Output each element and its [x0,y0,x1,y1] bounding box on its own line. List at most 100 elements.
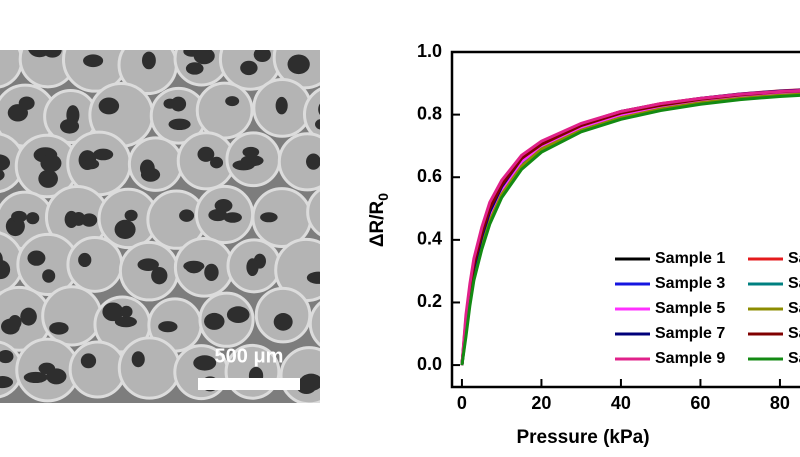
sem-pore [0,259,11,280]
legend-label: Sample 2 [788,250,800,267]
series-line [460,91,800,366]
sem-pore [331,312,353,325]
sem-pore [204,263,219,281]
series-line [460,93,800,366]
y-tick-label: 0.4 [417,229,442,249]
sem-pore [183,260,205,272]
sem-pore [275,96,288,115]
sem-pore [306,153,320,170]
sem-pore [83,54,104,68]
legend-label: Sample 10 [788,350,800,367]
y-tick-label: 0.0 [417,354,442,374]
sem-pore [232,160,255,171]
sem-pore [296,376,317,394]
sem-cell [68,340,127,399]
series-line [460,90,800,366]
sem-pore [0,169,5,181]
x-tick-label: 40 [611,393,631,413]
sem-pore [114,316,137,328]
sem-pore [318,103,320,115]
sem-pore [42,269,56,283]
sem-pore [193,355,217,371]
sem-cell [66,236,124,293]
sem-pore [321,207,345,226]
sem-pore [80,353,97,369]
sem-cell [277,132,320,192]
sem-cell [118,240,180,302]
sem-pore [27,250,46,266]
sem-cell [117,336,182,400]
scale-bar [198,378,300,390]
sem-pore [214,199,233,213]
sem-pore [253,50,271,63]
x-tick-label: 0 [457,393,467,413]
sem-pore [38,362,56,375]
sem-pore [240,60,258,76]
y-tick-label: 0.6 [417,166,442,186]
sem-pore [78,252,92,268]
x-tick-label: 60 [690,393,710,413]
sem-pore [210,156,224,169]
sem-pore [246,258,259,277]
sem-cell [127,136,184,192]
sem-pore [226,306,250,323]
sem-pore [20,307,37,326]
sem-cell [308,301,320,347]
series-line [460,89,800,366]
legend-label: Sample 4 [788,275,800,292]
y-axis-label-group: ΔR/R0 [367,193,391,247]
sem-pore [7,104,28,122]
sem-pore [114,219,136,240]
y-axis-label: ΔR/R0 [367,193,391,247]
sem-pore [0,252,3,268]
series-line [460,88,800,366]
sem-pore [151,266,168,285]
series-line [460,88,800,366]
sem-pore [81,213,98,227]
sem-pore [287,54,310,75]
sem-pore [26,212,40,225]
y-tick-label: 0.8 [417,103,442,123]
sem-pore [83,159,100,170]
sem-pore [158,321,178,333]
x-tick-label: 20 [531,393,551,413]
sem-pore [260,212,278,223]
sem-pore [131,351,145,368]
sem-pore [142,51,156,70]
sem-pore [11,210,27,223]
sem-pore [223,212,242,223]
sem-pore [183,50,201,57]
sem-pore [0,349,14,364]
sem-pore [98,97,120,115]
sem-pore [137,258,159,271]
sem-pore [0,154,11,172]
sem-pore [273,313,293,331]
sem-cell [195,81,254,140]
legend-label: Sample 7 [655,325,725,342]
y-tick-label: 1.0 [417,41,442,61]
sem-pore [93,148,114,161]
scale-bar-label: 500 μm [215,345,284,367]
sem-pore [60,118,80,134]
sem-pore [71,211,86,226]
sem-pore [0,376,13,389]
sem-pore [8,315,22,330]
sem-pore [331,111,346,125]
series-line [460,88,800,366]
sem-pore [197,146,215,162]
sem-pore [306,271,320,284]
legend-label: Sample 1 [655,250,725,267]
sem-pore [49,322,69,335]
sem-pore [208,209,228,222]
sem-pore [102,302,124,322]
sem-pore [204,312,225,330]
sem-image [0,50,353,403]
x-tick-label: 80 [770,393,790,413]
sem-pore [185,62,204,75]
sem-pore [124,209,138,222]
sem-cell [41,285,103,347]
sem-pore [315,119,320,130]
sem-pore [120,305,133,318]
